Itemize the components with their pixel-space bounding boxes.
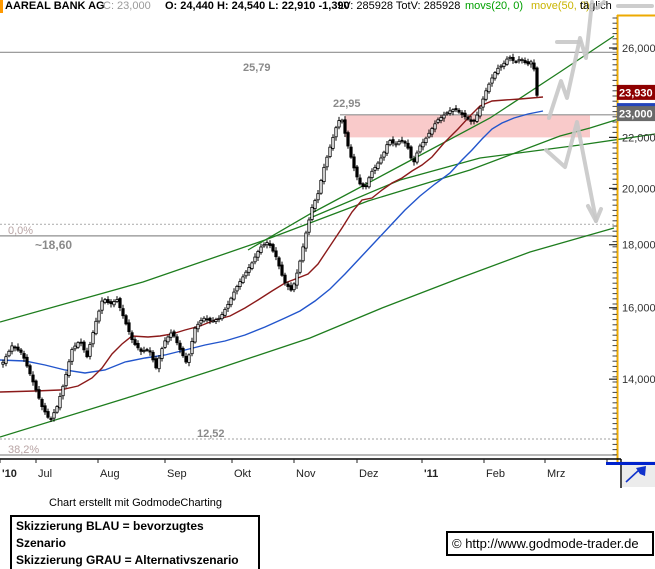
instrument-marker <box>0 0 3 13</box>
y-axis-label: 26,000 <box>622 43 655 55</box>
x-axis-label: '10 <box>2 468 17 480</box>
y-axis-label: 20,000 <box>622 183 655 195</box>
x-axis-label: Okt <box>234 468 251 480</box>
level-label: 22,95 <box>333 98 361 110</box>
price-badge: 23,930 <box>619 87 653 99</box>
ma20-label: movs(20, 0) <box>465 0 524 12</box>
ma50-line <box>0 110 544 374</box>
price-axis[interactable]: 26,000 22,000 20,000 18,000 16,000 14,000 23,9… <box>609 14 655 462</box>
tool-panel <box>606 461 655 487</box>
ohlc-values: O: 24,440 H: 24,540 L: 22,910 -1,390 <box>165 0 350 12</box>
made-with-note: Chart erstellt mit GodmodeCharting <box>49 497 223 509</box>
instrument-name: AAREAL BANK AG <box>5 0 105 12</box>
y-axis-label: 14,000 <box>622 374 655 386</box>
x-axis-label: Mrz <box>547 468 565 480</box>
resistance-zone <box>345 114 590 138</box>
website-stamp: © http://www.godmode-trader.de <box>446 531 654 556</box>
legend-line-gray: Skizzierung GRAU = Alternativszenario <box>16 553 239 567</box>
channel-top <box>0 117 623 323</box>
gray-scenario-sketch <box>544 0 654 223</box>
x-axis-label: Aug <box>100 468 120 480</box>
draw-tool-icon[interactable] <box>625 466 646 483</box>
ma20-line <box>0 96 544 393</box>
volume-values: LV: 285928 TotV: 285928 <box>338 0 461 12</box>
scenario-legend-box: Skizzierung BLAU = bevorzugtes Szenario … <box>10 515 260 569</box>
ma50-label: move(50, 0) <box>531 0 590 12</box>
y-axis-label: 22,000 <box>622 132 655 144</box>
x-axis-label: Sep <box>167 468 187 480</box>
channel-mid <box>309 133 655 219</box>
close-value: C: 23,000 <box>103 0 151 12</box>
x-axis-label: Feb <box>486 468 505 480</box>
level-label: 25,79 <box>243 62 271 74</box>
level-label: 0,0% <box>8 225 33 237</box>
level-label: 38,2% <box>8 444 39 456</box>
price-badge: 23,000 <box>619 109 653 121</box>
x-axis-label: '11 <box>424 468 438 480</box>
channel-bottom <box>0 227 615 438</box>
time-axis[interactable]: '10 Jul Aug Sep Okt Nov Dez '11 Feb Mrz <box>0 458 622 488</box>
candles <box>1 53 539 422</box>
x-axis-label: Jul <box>38 468 52 480</box>
level-label: 12,52 <box>197 428 225 440</box>
y-axis-label: 16,000 <box>622 303 655 315</box>
short-term-uptrend <box>247 35 615 251</box>
x-axis-label: Dez <box>359 468 379 480</box>
price-levels: 25,79 22,95 0,0%~18,60 12,52 38,2% <box>0 51 617 456</box>
y-axis-label: 18,000 <box>622 240 655 252</box>
level-label: ~18,60 <box>35 238 72 252</box>
legend-line-blue: Skizzierung BLAU = bevorzugtes Szenario <box>16 519 204 550</box>
moving-averages <box>0 96 544 393</box>
x-axis-label: Nov <box>296 468 316 480</box>
